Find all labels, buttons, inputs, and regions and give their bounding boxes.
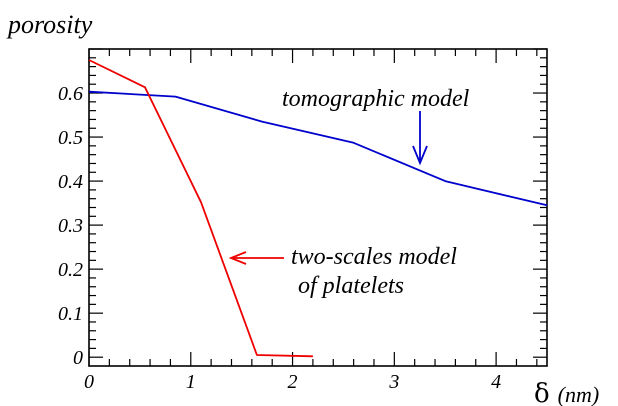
x-tick-label: 3 xyxy=(388,371,399,393)
series-line-two-scales xyxy=(88,59,313,358)
x-axis-unit: (nm) xyxy=(558,382,600,406)
annotation-tomographic-label: tomographic model xyxy=(282,86,470,112)
annotation-two-scales-arrow xyxy=(228,251,284,265)
y-tick-label: 0.2 xyxy=(58,259,83,281)
axis-tick-labels: 0 1 2 3 4 0 0.1 0.2 0.3 0.4 0.5 0.6 xyxy=(58,83,501,393)
x-axis-symbol: δ xyxy=(534,379,550,406)
series-line-tomographic xyxy=(88,90,548,207)
x-tick-label: 4 xyxy=(491,371,501,393)
series-layer xyxy=(88,59,548,358)
y-tick-label: 0 xyxy=(73,347,83,369)
axis-ticks xyxy=(88,48,547,366)
x-tick-label: 0 xyxy=(84,371,94,393)
y-tick-label: 0.1 xyxy=(58,303,83,325)
x-axis-label: δ (nm) xyxy=(534,379,599,406)
y-tick-label: 0.5 xyxy=(58,127,83,149)
x-tick-label: 1 xyxy=(186,371,196,393)
annotation-two-scales-label-line2: of platelets xyxy=(298,273,404,299)
annotation-tomographic-arrow xyxy=(412,111,428,166)
y-tick-label: 0.3 xyxy=(58,215,83,237)
y-tick-label: 0.6 xyxy=(58,83,83,105)
x-tick-label: 2 xyxy=(288,371,298,393)
y-tick-label: 0.4 xyxy=(58,171,83,193)
y-axis-label: porosity xyxy=(6,10,93,39)
annotation-two-scales-label-line1: two-scales model xyxy=(291,244,457,270)
